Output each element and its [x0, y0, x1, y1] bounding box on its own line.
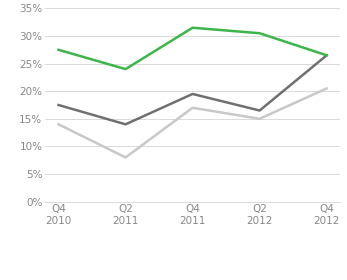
Legend: Northern Ireland, UK, Ireland: Northern Ireland, UK, Ireland [87, 279, 298, 280]
